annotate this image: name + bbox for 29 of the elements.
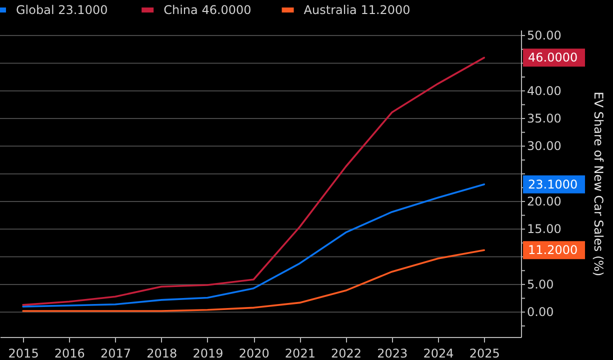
x-tick-label: 2023 xyxy=(377,346,408,360)
x-tick-label: 2017 xyxy=(100,346,132,360)
y-tick-label: 30.00 xyxy=(527,139,562,154)
x-tick-label: 2020 xyxy=(238,346,270,360)
line-series xyxy=(22,249,486,312)
text: 11.2000 xyxy=(528,243,578,258)
x-tick-label: 2024 xyxy=(423,346,454,360)
y-tick-label: 0.00 xyxy=(527,305,554,320)
y-axis-title: EV Share of New Car Sales (%) xyxy=(592,92,606,276)
x-tick-label: 2016 xyxy=(54,346,85,360)
y-tick-label: 5.00 xyxy=(527,277,554,292)
x-tick-label: 2019 xyxy=(192,346,224,360)
x-tick-label: 2021 xyxy=(284,346,316,360)
x-tick-label: 2015 xyxy=(8,346,39,360)
legend-label: Global 23.1000 xyxy=(16,3,108,17)
y-tick-label: 35.00 xyxy=(527,112,562,126)
y-tick-label: 15.00 xyxy=(527,222,562,236)
text: 46.0000 xyxy=(528,50,578,65)
x-tick-label: 2025 xyxy=(469,346,500,360)
y-tick-label: 50.00 xyxy=(527,28,562,43)
x-tick-label: 2022 xyxy=(331,346,362,360)
legend-label: Australia 11.2000 xyxy=(304,3,410,17)
legend-label: China 46.0000 xyxy=(164,3,252,17)
text: 23.1000 xyxy=(528,177,578,192)
y-tick-label: 40.00 xyxy=(527,84,562,98)
line-series xyxy=(22,183,486,308)
line-series xyxy=(22,56,486,306)
x-tick-label: 2018 xyxy=(146,346,178,360)
y-tick-label: 20.00 xyxy=(527,194,562,208)
